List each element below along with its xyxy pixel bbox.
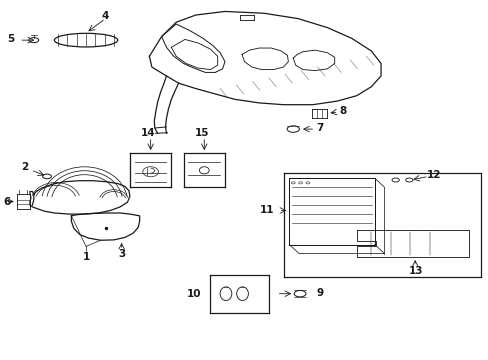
- Text: 3: 3: [118, 248, 125, 258]
- Text: 6: 6: [3, 197, 10, 207]
- Text: 15: 15: [194, 129, 209, 138]
- Text: 12: 12: [426, 170, 440, 180]
- Text: 14: 14: [141, 129, 155, 138]
- Text: 11: 11: [260, 205, 274, 215]
- Text: 7: 7: [316, 123, 323, 133]
- Text: 5: 5: [7, 34, 14, 44]
- Text: 1: 1: [82, 252, 89, 262]
- Text: 9: 9: [315, 288, 323, 298]
- Text: 10: 10: [187, 289, 201, 299]
- Text: 13: 13: [408, 266, 423, 276]
- Text: 2: 2: [21, 162, 29, 172]
- Text: 4: 4: [102, 11, 109, 21]
- Text: 8: 8: [339, 106, 346, 116]
